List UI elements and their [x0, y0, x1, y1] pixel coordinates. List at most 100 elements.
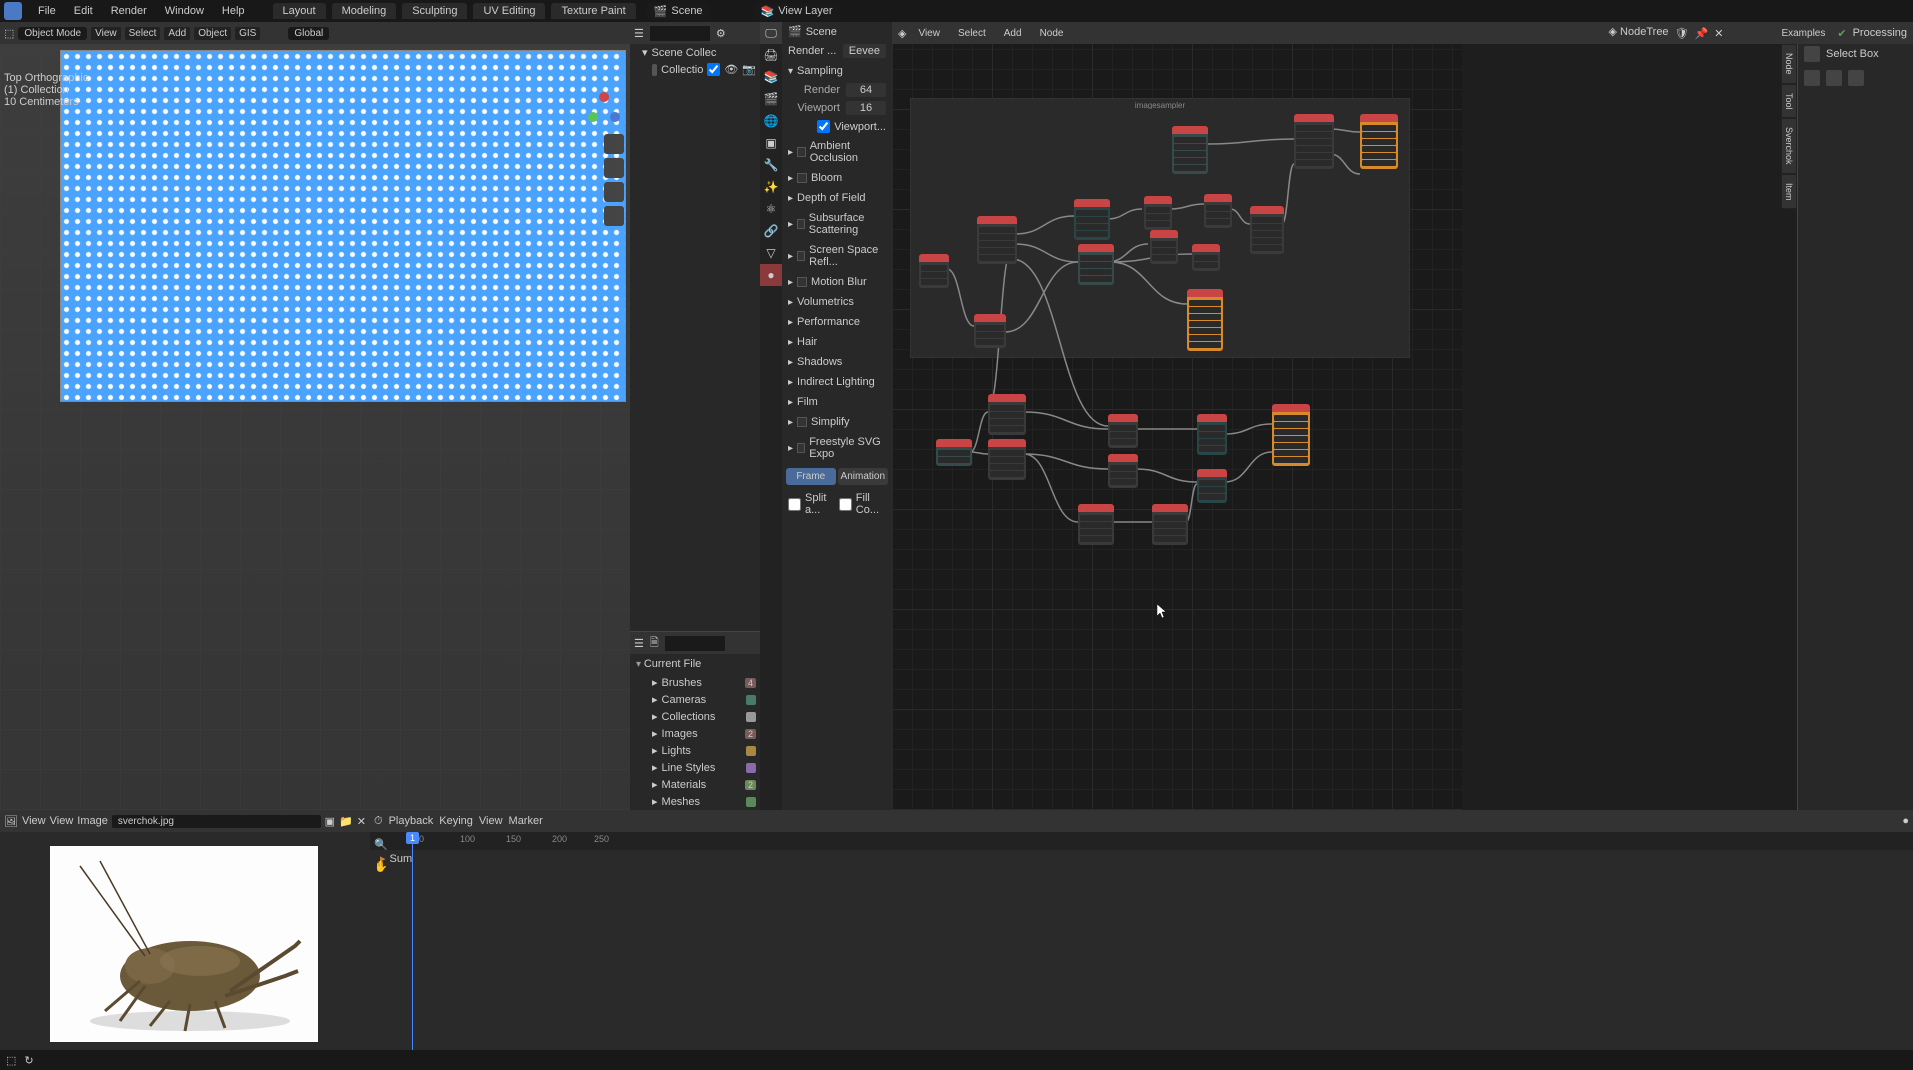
animation-button[interactable]: Animation — [838, 468, 888, 485]
workspace-uv[interactable]: UV Editing — [473, 3, 545, 19]
sampling-header[interactable]: ▾ Sampling — [782, 61, 892, 81]
viewport-denoise-checkbox[interactable] — [817, 120, 830, 133]
property-panel-header[interactable]: ▸ Hair — [782, 332, 892, 352]
zoom-gizmo-icon[interactable] — [604, 134, 624, 154]
timeline-zoom-icon[interactable]: 🔍 — [374, 838, 388, 851]
axis-z-icon[interactable] — [610, 112, 620, 122]
tab-sverchok[interactable]: Sverchok — [1781, 118, 1797, 174]
timeline-editor[interactable]: ⏱ Playback Keying View Marker ● 50100150… — [370, 810, 1913, 1050]
datablocks-type-icon[interactable]: ☰ — [634, 637, 644, 650]
property-panel-header[interactable]: ▸ Performance — [782, 312, 892, 332]
property-panel-header[interactable]: ▸ Screen Space Refl... — [782, 240, 892, 272]
datablocks-search[interactable] — [665, 636, 725, 651]
property-panel-header[interactable]: ▸ Ambient Occlusion — [782, 136, 892, 168]
shield-icon[interactable]: 🛡 — [1675, 27, 1689, 40]
close-icon[interactable]: ✕ — [1714, 27, 1723, 40]
tl-menu-playback[interactable]: Playback — [389, 815, 434, 827]
img-menu-view[interactable]: View — [22, 815, 46, 827]
camera-restrict-icon[interactable]: 📷 — [742, 63, 756, 76]
select-box-tool[interactable]: Select Box — [1798, 42, 1913, 66]
tab-node[interactable]: Node — [1781, 44, 1797, 84]
property-panel-header[interactable]: ▸ Bloom — [782, 168, 892, 188]
datablock-row[interactable]: ▸Collections — [630, 708, 760, 725]
graph-node[interactable] — [1204, 194, 1232, 228]
workspace-sculpting[interactable]: Sculpting — [402, 3, 467, 19]
axis-y-icon[interactable] — [588, 112, 598, 122]
node-editor[interactable]: ◈ View Select Add Node ◈ NodeTree 🛡 📌 ✕ … — [892, 22, 1913, 810]
datablock-row[interactable]: ▸Meshes — [630, 793, 760, 810]
datablock-row[interactable]: ▸Cameras — [630, 691, 760, 708]
ne-menu-view[interactable]: View — [912, 26, 946, 41]
tab-material-icon[interactable]: ● — [760, 264, 782, 286]
workspace-texture[interactable]: Texture Paint — [551, 3, 635, 19]
timeline-ruler[interactable]: 50100150200250 — [370, 832, 1913, 850]
ne-menu-select[interactable]: Select — [952, 26, 992, 41]
ne-menu-node[interactable]: Node — [1034, 26, 1070, 41]
img-menu-image[interactable]: Image — [77, 815, 108, 827]
tab-data-icon[interactable]: ▽ — [760, 242, 782, 264]
graph-node[interactable] — [1172, 126, 1208, 174]
vp-menu-object[interactable]: Object — [194, 27, 231, 40]
collection-row[interactable]: Collectio 👁 📷 — [630, 61, 760, 78]
tab-modifier-icon[interactable]: 🔧 — [760, 154, 782, 176]
tab-scene-icon[interactable]: 🎬 — [760, 88, 782, 110]
tl-menu-keying[interactable]: Keying — [439, 815, 473, 827]
graph-node[interactable] — [1187, 289, 1223, 351]
scene-collection-row[interactable]: ▾ Scene Collec — [630, 44, 760, 61]
ne-menu-add[interactable]: Add — [998, 26, 1028, 41]
current-frame-label[interactable]: 1 — [406, 832, 419, 844]
scene-breadcrumb[interactable]: 🎬 Scene — [782, 22, 892, 41]
datablock-row[interactable]: ▸Brushes4 — [630, 674, 760, 691]
property-panel-header[interactable]: ▸ Simplify — [782, 412, 892, 432]
graph-node[interactable] — [1197, 414, 1227, 455]
graph-node[interactable] — [1078, 244, 1114, 285]
graph-node[interactable] — [1192, 244, 1220, 271]
persp-gizmo-icon[interactable] — [604, 206, 624, 226]
menu-edit[interactable]: Edit — [66, 3, 101, 19]
nav-gizmo[interactable] — [588, 92, 620, 124]
vp-menu-view[interactable]: View — [91, 27, 121, 40]
graph-node[interactable] — [919, 254, 949, 288]
tool-opt-3-icon[interactable] — [1848, 70, 1864, 86]
tab-physics-icon[interactable]: ⚛ — [760, 198, 782, 220]
collection-visible-checkbox[interactable] — [707, 63, 720, 76]
graph-node[interactable] — [1152, 504, 1188, 545]
scene-selector[interactable]: 🎬 Scene — [646, 3, 711, 20]
image-filename[interactable]: sverchok.jpg — [112, 815, 321, 828]
tab-object-icon[interactable]: ▣ — [760, 132, 782, 154]
graph-node[interactable] — [1078, 504, 1114, 545]
graph-node[interactable] — [977, 216, 1017, 264]
tab-item[interactable]: Item — [1781, 174, 1797, 210]
tab-particles-icon[interactable]: ✨ — [760, 176, 782, 198]
tl-menu-marker[interactable]: Marker — [509, 815, 543, 827]
frame-button[interactable]: Frame — [786, 468, 836, 485]
viewport-canvas[interactable]: Top Orthographic (1) Collection 10 Centi… — [0, 44, 630, 810]
graph-node[interactable] — [1108, 414, 1138, 448]
img-menu-view2[interactable]: View — [50, 815, 74, 827]
editor-type-icon[interactable]: ⬚ — [4, 27, 14, 40]
open-image-icon[interactable]: 📁 — [339, 815, 353, 828]
eye-icon[interactable]: 👁 — [724, 63, 738, 76]
property-panel-header[interactable]: ▸ Indirect Lighting — [782, 372, 892, 392]
autokey-icon[interactable]: ● — [1902, 815, 1909, 827]
filter-icon[interactable]: ⚙ — [716, 27, 726, 40]
workspace-modeling[interactable]: Modeling — [332, 3, 397, 19]
property-panel-header[interactable]: ▸ Freestyle SVG Expo — [782, 432, 892, 464]
render-samples-field[interactable]: Render64 — [782, 81, 892, 99]
point-grid-object[interactable] — [60, 50, 626, 402]
tl-menu-view[interactable]: View — [479, 815, 503, 827]
property-panel-header[interactable]: ▸ Motion Blur — [782, 272, 892, 292]
move-gizmo-icon[interactable] — [604, 158, 624, 178]
graph-node[interactable] — [1074, 199, 1110, 240]
graph-node[interactable] — [1294, 114, 1334, 169]
examples-menu[interactable]: Examples — [1775, 26, 1831, 41]
property-panel-header[interactable]: ▸ Film — [782, 392, 892, 412]
nodetree-selector[interactable]: ◈ NodeTree — [1609, 25, 1669, 41]
graph-node[interactable] — [936, 439, 972, 466]
vp-menu-add[interactable]: Add — [164, 27, 190, 40]
engine-selector[interactable]: Eevee — [843, 44, 886, 58]
property-panel-header[interactable]: ▸ Subsurface Scattering — [782, 208, 892, 240]
tab-render-icon[interactable]: 🖵 — [760, 22, 782, 44]
graph-node[interactable] — [988, 439, 1026, 480]
viewlayer-selector[interactable]: 📚 View Layer — [753, 3, 841, 20]
